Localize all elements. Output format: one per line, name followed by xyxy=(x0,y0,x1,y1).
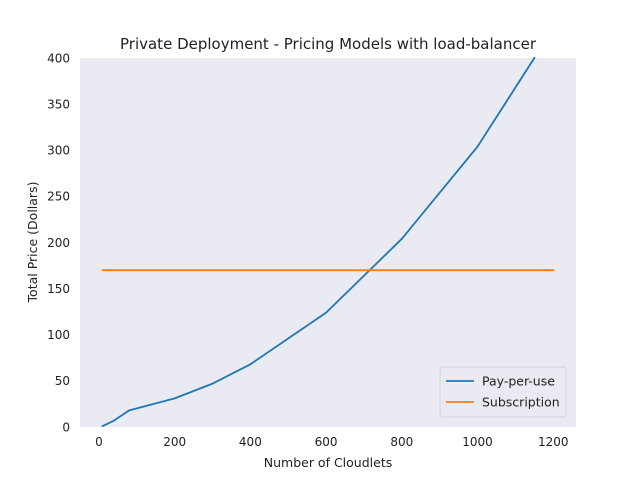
y-tick-label-5: 250 xyxy=(47,190,70,204)
y-tick-label-2: 100 xyxy=(47,328,70,342)
series-0-point-1 xyxy=(113,419,115,422)
y-tick-label-3: 150 xyxy=(47,282,70,296)
series-0-point-7 xyxy=(400,237,403,240)
series-0-point-6 xyxy=(325,311,328,314)
x-tick-label-2: 400 xyxy=(239,435,262,449)
y-axis-label: Total Price (Dollars) xyxy=(25,182,40,304)
plot-content xyxy=(101,56,555,428)
y-ticks: 0 50 100 150 200 250 300 350 400 xyxy=(47,51,70,434)
series-0-point-9 xyxy=(533,57,536,59)
y-tick-label-7: 350 xyxy=(47,97,70,111)
x-tick-label-0: 0 xyxy=(95,435,103,449)
y-tick-label-0: 0 xyxy=(62,420,70,434)
x-tick-label-1: 200 xyxy=(163,435,186,449)
x-ticks: 0 200 400 600 800 1000 1200 xyxy=(95,435,568,449)
x-tick-label-5: 1000 xyxy=(462,435,493,449)
x-axis-label: Number of Cloudlets xyxy=(264,455,393,470)
series-0-point-5 xyxy=(249,363,252,366)
x-tick-label-3: 600 xyxy=(315,435,338,449)
series-0-point-2 xyxy=(128,409,131,412)
y-tick-label-8: 400 xyxy=(47,51,70,65)
series-1-point-0 xyxy=(101,269,104,272)
y-tick-label-1: 50 xyxy=(55,374,70,388)
series-0-point-8 xyxy=(476,145,479,148)
chart-title: Private Deployment - Pricing Models with… xyxy=(120,35,537,53)
legend-label-0: Pay-per-use xyxy=(482,374,555,389)
legend-label-1: Subscription xyxy=(482,395,560,410)
series-0-point-3 xyxy=(173,397,176,400)
y-tick-label-4: 200 xyxy=(47,236,70,250)
series-1-point-1 xyxy=(552,269,555,272)
series-line-0 xyxy=(101,56,536,428)
series-0-point-0 xyxy=(101,425,104,427)
legend-box xyxy=(439,366,567,418)
series-0-point-4 xyxy=(211,382,214,385)
x-tick-label-6: 1200 xyxy=(538,435,569,449)
legend: Pay-per-use Subscription xyxy=(439,366,567,418)
y-tick-label-6: 300 xyxy=(47,144,70,158)
plot-background xyxy=(80,58,576,427)
x-tick-label-4: 800 xyxy=(390,435,413,449)
